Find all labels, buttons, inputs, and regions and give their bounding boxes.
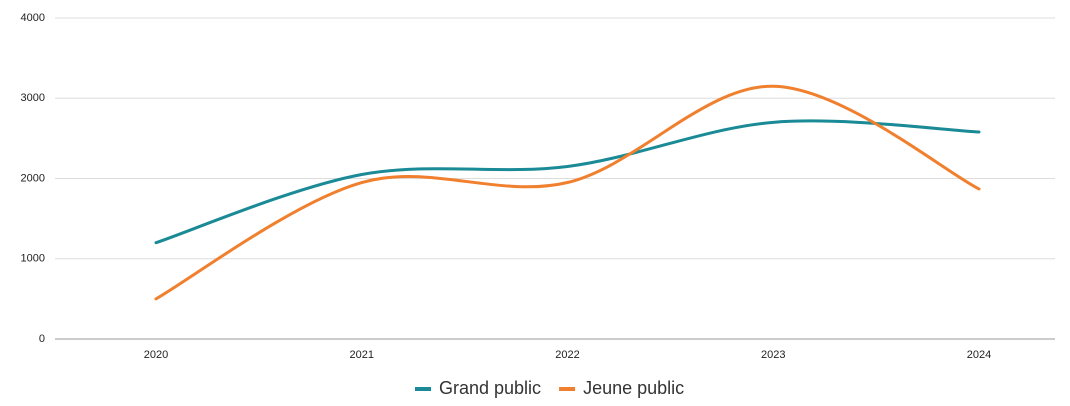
y-tick-label: 3000 [21, 92, 45, 104]
x-tick-label: 2024 [967, 349, 991, 361]
legend-label: Grand public [439, 378, 541, 398]
legend: Grand public Jeune public [415, 378, 684, 398]
x-tick-label: 2020 [144, 349, 168, 361]
series-line [154, 84, 981, 301]
y-tick-label: 4000 [21, 12, 45, 24]
x-tick-label: 2021 [350, 349, 374, 361]
x-tick-label: 2022 [555, 349, 579, 361]
y-tick-label: 0 [39, 333, 45, 345]
legend-label: Jeune public [583, 378, 684, 398]
y-tick-label: 2000 [21, 172, 45, 184]
y-tick-label: 1000 [21, 253, 45, 265]
series-line [154, 119, 981, 245]
x-tick-label: 2023 [761, 349, 785, 361]
